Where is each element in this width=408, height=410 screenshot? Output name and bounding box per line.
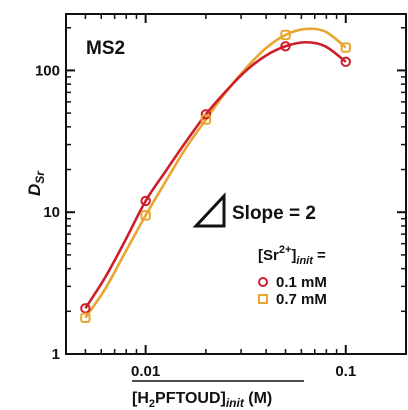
legend-label-0.1mM: 0.1 mM bbox=[276, 274, 327, 291]
data-point-0.1mM bbox=[140, 195, 151, 207]
data-point-0.7mM bbox=[280, 29, 291, 41]
legend-marker-0.1mM bbox=[258, 277, 268, 287]
legend-title: [Sr2+]init = bbox=[258, 244, 326, 267]
data-point-0.7mM bbox=[140, 210, 151, 221]
svg-text:[H2PFTOUD]init (M): [H2PFTOUD]init (M) bbox=[132, 390, 272, 410]
legend-label-0.7mM: 0.7 mM bbox=[276, 291, 327, 308]
data-markers bbox=[80, 29, 351, 324]
fit-curves bbox=[84, 27, 347, 319]
legend: [Sr2+]init = 0.1 mM 0.7 mM bbox=[258, 244, 327, 308]
data-point-0.1mM bbox=[200, 109, 212, 120]
data-point-0.7mM bbox=[80, 312, 91, 324]
data-point-0.7mM bbox=[340, 42, 351, 53]
data-point-0.1mM bbox=[340, 56, 351, 68]
data-point-0.7mM bbox=[200, 114, 212, 125]
data-point-0.1mM bbox=[280, 41, 291, 52]
ticks: 1 10 100 0.01 0.1 bbox=[35, 14, 407, 380]
x-tick-label: 0.1 bbox=[335, 363, 356, 380]
y-tick-label: 10 bbox=[43, 204, 60, 221]
fit-curve-0.7mM bbox=[84, 27, 347, 319]
x-tick-label: 0.01 bbox=[131, 363, 160, 380]
chart-title: MS2 bbox=[86, 38, 125, 59]
x-axis-title: [H2PFTOUD]init (M) bbox=[132, 380, 304, 410]
slope-annotation: Slope = 2 bbox=[232, 203, 316, 224]
legend-marker-0.7mM bbox=[258, 294, 268, 304]
y-tick-label: 100 bbox=[35, 62, 60, 79]
slope-triangle-icon bbox=[192, 192, 226, 228]
data-point-0.1mM bbox=[80, 303, 91, 314]
y-tick-label: 1 bbox=[52, 346, 60, 363]
y-axis-title: DSr bbox=[25, 170, 47, 196]
plot-frame bbox=[65, 13, 407, 355]
fit-curve-0.1mM bbox=[84, 40, 347, 310]
